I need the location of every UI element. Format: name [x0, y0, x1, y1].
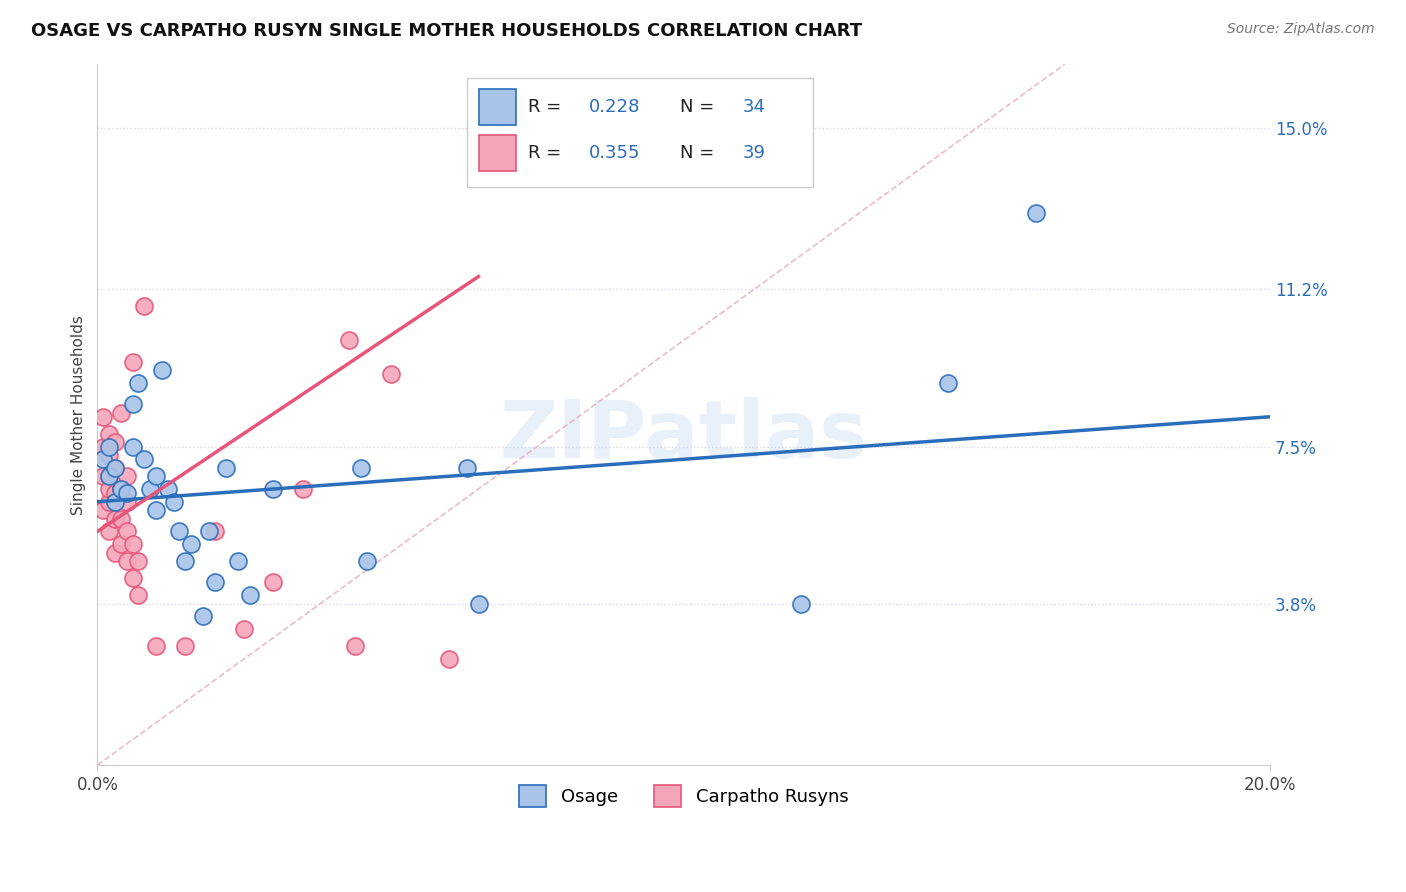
Point	[115, 524, 138, 539]
Y-axis label: Single Mother Households: Single Mother Households	[72, 315, 86, 515]
Point	[197, 524, 219, 539]
Point	[104, 486, 127, 500]
Point	[156, 482, 179, 496]
Text: 0.228: 0.228	[589, 98, 640, 116]
Point	[262, 575, 284, 590]
Point	[127, 376, 149, 390]
Point	[180, 537, 202, 551]
Point	[127, 588, 149, 602]
Bar	[478, 135, 516, 171]
Point	[174, 554, 197, 568]
Point	[115, 486, 138, 500]
Point	[456, 460, 478, 475]
Point	[233, 622, 256, 636]
Point	[162, 494, 184, 508]
Point	[104, 546, 127, 560]
Point	[204, 575, 226, 590]
Text: 39: 39	[742, 145, 765, 162]
Point	[239, 588, 262, 602]
Point	[150, 363, 173, 377]
Point	[115, 554, 138, 568]
Point	[226, 554, 249, 568]
Point	[262, 482, 284, 496]
Point	[134, 299, 156, 313]
Point	[91, 440, 114, 454]
Point	[127, 554, 149, 568]
Bar	[478, 88, 516, 125]
Point	[121, 397, 143, 411]
Point	[356, 554, 378, 568]
Point	[104, 460, 127, 475]
Point	[104, 494, 127, 508]
Point	[437, 652, 460, 666]
Point	[98, 469, 121, 483]
Text: N =: N =	[681, 98, 720, 116]
Point	[110, 482, 132, 496]
Point	[291, 482, 314, 496]
Point	[790, 597, 813, 611]
Point	[98, 469, 121, 483]
Point	[121, 354, 143, 368]
Point	[1025, 206, 1047, 220]
Text: R =: R =	[527, 98, 567, 116]
Point	[344, 639, 367, 653]
Point	[110, 482, 132, 496]
Point	[98, 448, 121, 462]
Point	[380, 368, 402, 382]
Text: 34: 34	[742, 98, 765, 116]
Point	[169, 524, 191, 539]
Text: 0.355: 0.355	[589, 145, 640, 162]
Point	[145, 469, 167, 483]
Point	[467, 597, 489, 611]
Point	[110, 512, 132, 526]
Point	[98, 440, 121, 454]
Point	[115, 494, 138, 508]
Point	[91, 469, 114, 483]
Text: R =: R =	[527, 145, 567, 162]
Text: N =: N =	[681, 145, 720, 162]
Point	[104, 460, 127, 475]
Point	[350, 460, 373, 475]
Point	[121, 440, 143, 454]
Point	[91, 409, 114, 424]
Legend: Osage, Carpatho Rusyns: Osage, Carpatho Rusyns	[510, 776, 858, 816]
Point	[91, 452, 114, 467]
Point	[145, 503, 167, 517]
Point	[98, 494, 121, 508]
Point	[174, 639, 197, 653]
Point	[191, 609, 214, 624]
Point	[134, 452, 156, 467]
Point	[936, 376, 959, 390]
Point	[204, 524, 226, 539]
Point	[104, 435, 127, 450]
Point	[104, 512, 127, 526]
Point	[110, 537, 132, 551]
Point	[110, 405, 132, 419]
Point	[339, 333, 361, 347]
Point	[98, 426, 121, 441]
Point	[98, 524, 121, 539]
Point	[139, 482, 162, 496]
Point	[98, 482, 121, 496]
Text: ZIPatlas: ZIPatlas	[499, 397, 868, 475]
Point	[121, 571, 143, 585]
Point	[91, 503, 114, 517]
Text: Source: ZipAtlas.com: Source: ZipAtlas.com	[1227, 22, 1375, 37]
Point	[215, 460, 238, 475]
Point	[121, 537, 143, 551]
Point	[115, 469, 138, 483]
Point	[145, 639, 167, 653]
Text: OSAGE VS CARPATHO RUSYN SINGLE MOTHER HOUSEHOLDS CORRELATION CHART: OSAGE VS CARPATHO RUSYN SINGLE MOTHER HO…	[31, 22, 862, 40]
FancyBboxPatch shape	[467, 78, 813, 186]
